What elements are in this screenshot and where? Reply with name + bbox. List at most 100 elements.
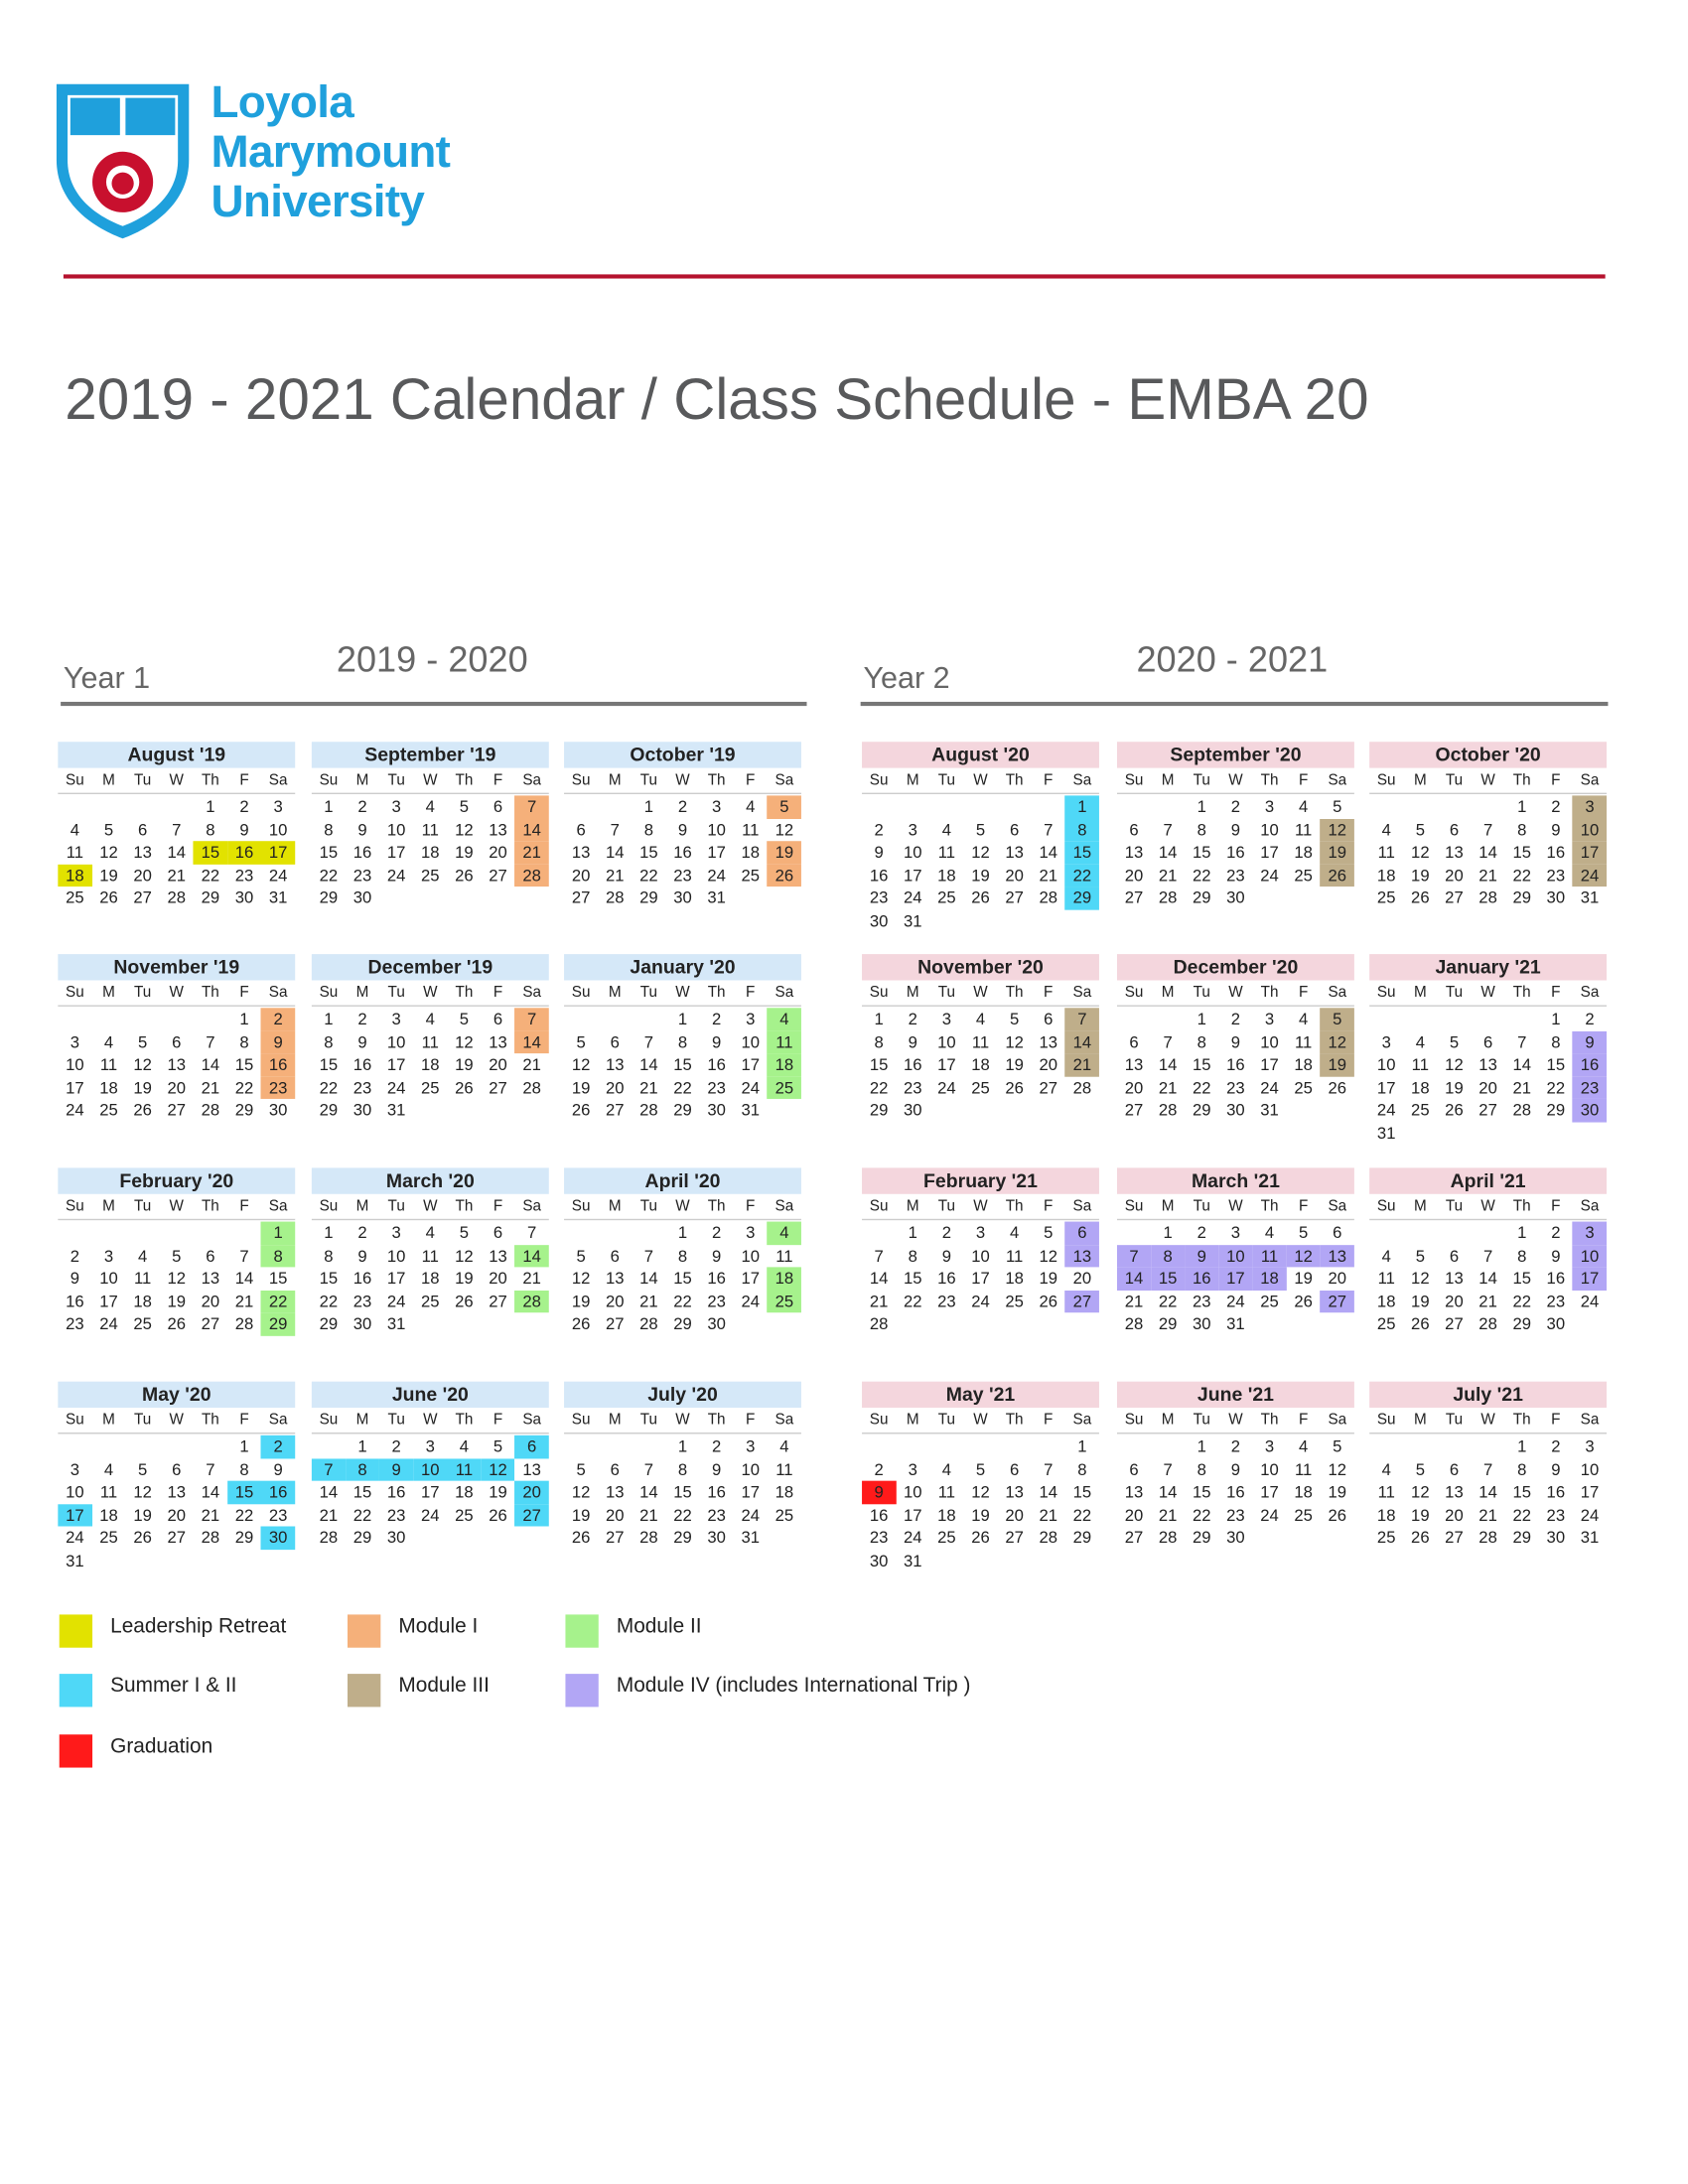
day: 11 xyxy=(1005,1245,1024,1266)
day: 23 xyxy=(352,865,372,885)
day: 19 xyxy=(99,865,118,885)
day: 31 xyxy=(66,1550,84,1570)
day: 5 xyxy=(1449,1031,1460,1052)
weekday: F xyxy=(746,771,756,789)
day: 11 xyxy=(1295,1031,1313,1052)
weekday: M xyxy=(906,984,919,1002)
day-highlight xyxy=(261,1221,296,1245)
day-highlight xyxy=(226,1480,262,1504)
day: 11 xyxy=(775,1245,793,1266)
weekday: Th xyxy=(201,984,219,1002)
day: 8 xyxy=(677,1031,688,1052)
day-highlight xyxy=(514,1480,549,1504)
day: 17 xyxy=(903,1504,922,1525)
day: 17 xyxy=(937,1054,956,1074)
day: 27 xyxy=(1124,887,1144,907)
year-label: Year 2 xyxy=(863,660,950,696)
weekday-rule xyxy=(564,1005,801,1007)
day: 28 xyxy=(639,1527,658,1548)
day: 27 xyxy=(1005,1527,1024,1548)
day: 16 xyxy=(1580,1054,1600,1074)
day: 29 xyxy=(639,887,658,907)
weekday: Th xyxy=(1512,1197,1531,1215)
day: 13 xyxy=(489,1245,507,1266)
day: 21 xyxy=(167,865,187,885)
day: 8 xyxy=(239,1031,249,1052)
day-highlight xyxy=(1064,1008,1099,1031)
day-highlight xyxy=(481,1457,515,1481)
day: 3 xyxy=(908,1459,917,1479)
weekday: F xyxy=(1551,771,1561,789)
day: 27 xyxy=(1328,1291,1347,1311)
day: 21 xyxy=(869,1291,889,1311)
day: 13 xyxy=(571,842,591,863)
weekday: Th xyxy=(455,1197,474,1215)
weekday: M xyxy=(102,984,115,1002)
day: 9 xyxy=(1551,819,1561,840)
day: 20 xyxy=(1478,1077,1497,1097)
day: 17 xyxy=(1376,1077,1396,1097)
day: 28 xyxy=(1478,1527,1497,1548)
day: 25 xyxy=(1260,1291,1279,1311)
month-header: March '21 xyxy=(1117,1167,1354,1194)
day: 23 xyxy=(869,1527,889,1548)
weekday: Sa xyxy=(1580,1197,1600,1215)
day: 20 xyxy=(1005,865,1024,885)
day: 27 xyxy=(1124,1100,1144,1120)
weekday: Sa xyxy=(522,984,542,1002)
day: 10 xyxy=(421,1459,440,1479)
weekday: F xyxy=(1551,1412,1561,1429)
weekday: F xyxy=(746,984,756,1002)
day-highlight xyxy=(261,1244,296,1268)
day: 13 xyxy=(1328,1245,1347,1266)
day: 5 xyxy=(137,1031,148,1052)
day: 12 xyxy=(1005,1031,1024,1052)
month-header: July '20 xyxy=(564,1381,801,1409)
day: 13 xyxy=(1005,1482,1024,1502)
day: 7 xyxy=(874,1245,884,1266)
weekday: Su xyxy=(66,984,84,1002)
day: 14 xyxy=(639,1268,658,1289)
day: 21 xyxy=(1478,865,1497,885)
day: 24 xyxy=(1260,1077,1279,1097)
day: 19 xyxy=(571,1077,591,1097)
day: 11 xyxy=(1377,1482,1395,1502)
month-header: December '20 xyxy=(1117,954,1354,981)
weekday: Tu xyxy=(134,771,152,789)
day-highlight xyxy=(1320,841,1354,865)
day: 7 xyxy=(610,819,620,840)
day: 15 xyxy=(1193,1482,1211,1502)
day: 22 xyxy=(673,1077,692,1097)
day: 23 xyxy=(268,1077,288,1097)
day: 21 xyxy=(639,1504,658,1525)
day: 10 xyxy=(66,1482,84,1502)
day: 18 xyxy=(741,842,760,863)
day: 26 xyxy=(1411,887,1430,907)
day: 29 xyxy=(1072,1527,1092,1548)
day: 30 xyxy=(1226,887,1245,907)
day: 19 xyxy=(133,1077,152,1097)
weekday: Th xyxy=(201,771,219,789)
day: 30 xyxy=(673,887,692,907)
weekday: Tu xyxy=(134,1412,152,1429)
day: 9 xyxy=(1196,1245,1206,1266)
month-header: September '19 xyxy=(311,742,549,768)
day: 19 xyxy=(455,842,474,863)
day: 12 xyxy=(971,842,990,863)
day: 5 xyxy=(975,1459,986,1479)
day: 6 xyxy=(172,1031,182,1052)
divider xyxy=(63,274,1606,279)
day: 30 xyxy=(352,1313,372,1334)
day: 3 xyxy=(391,1009,401,1029)
day: 18 xyxy=(421,1268,440,1289)
day: 5 xyxy=(1333,1009,1342,1029)
weekday: W xyxy=(675,984,690,1002)
day: 7 xyxy=(1129,1245,1139,1266)
day: 29 xyxy=(1158,1313,1178,1334)
day: 19 xyxy=(1411,1504,1430,1525)
day-highlight xyxy=(767,841,801,865)
day-highlight xyxy=(1572,1053,1608,1077)
weekday: M xyxy=(1161,771,1175,789)
day: 22 xyxy=(1546,1077,1566,1097)
day: 1 xyxy=(324,1009,334,1029)
